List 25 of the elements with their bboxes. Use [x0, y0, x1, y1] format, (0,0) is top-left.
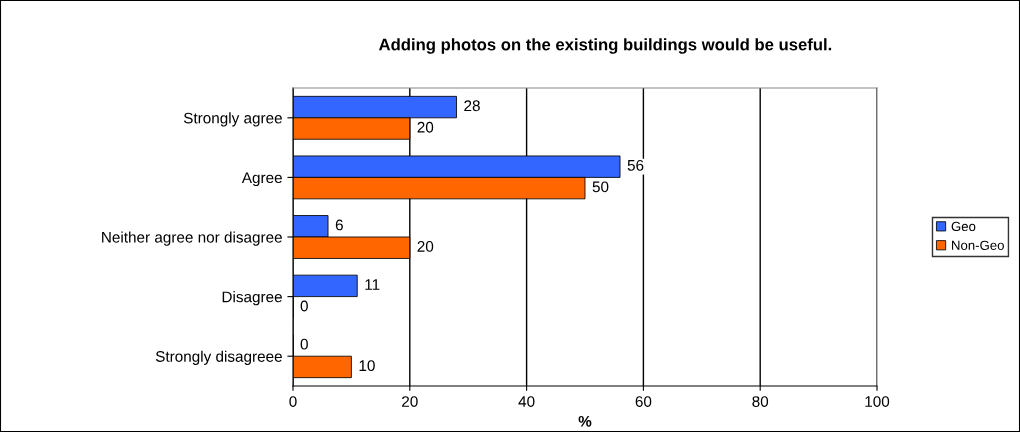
x-tick-label: 60 — [635, 396, 652, 407]
data-label: 10 — [359, 360, 375, 372]
legend-label: Geo — [951, 221, 976, 232]
y-tick-label: Neither agree nor disagree — [102, 231, 282, 246]
x-tick-label: 80 — [752, 396, 769, 407]
chart-title: Adding photos on the existing buildings would be useful. — [379, 38, 832, 54]
data-label: 56 — [627, 159, 644, 171]
y-tick-label: Disagree — [222, 291, 282, 306]
data-label: 6 — [335, 219, 343, 231]
data-label: 0 — [300, 300, 308, 312]
y-tick-label: Strongly disagreee — [155, 350, 282, 365]
x-tick-label: 0 — [289, 396, 297, 407]
data-label: 20 — [417, 241, 434, 252]
x-tick-label: 20 — [402, 396, 418, 407]
data-label: 11 — [365, 279, 380, 290]
x-tick-label: 40 — [518, 396, 535, 407]
data-label: 20 — [417, 121, 434, 133]
x-axis-title: % — [578, 415, 592, 427]
y-tick-label: Strongly agree — [183, 112, 282, 127]
data-label: 50 — [592, 181, 609, 193]
y-tick-label: Agree — [241, 172, 282, 187]
data-label: 0 — [300, 338, 308, 350]
x-tick-label: 100 — [865, 396, 890, 407]
legend-label: Non-Geo — [952, 240, 1004, 250]
data-label: 28 — [464, 100, 480, 112]
